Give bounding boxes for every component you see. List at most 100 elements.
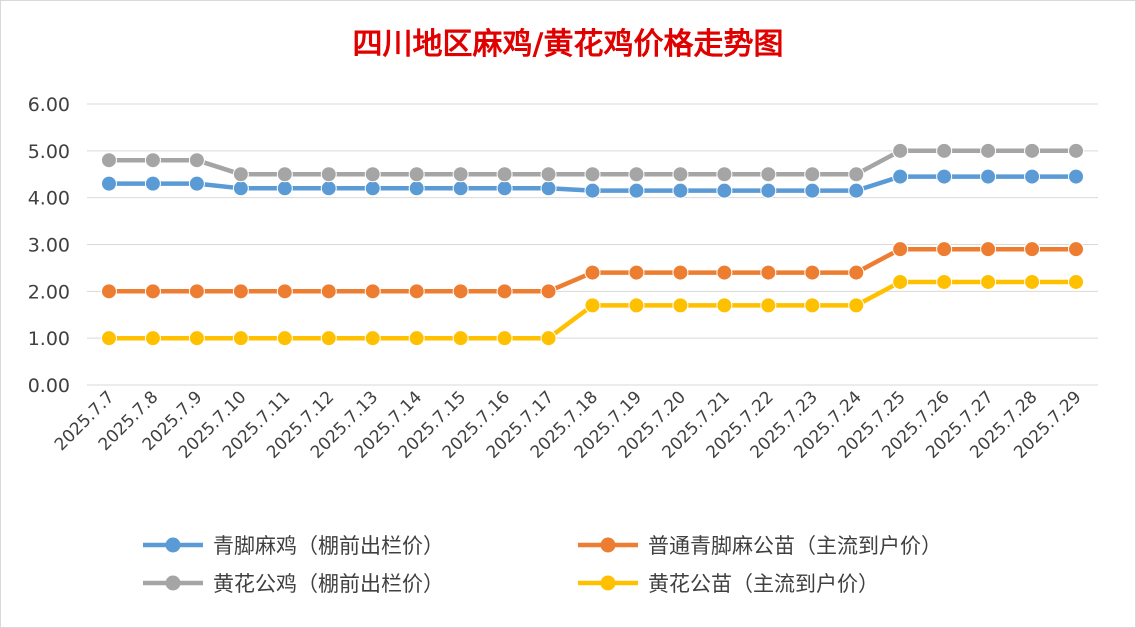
series-2 [100,142,1085,183]
legend-label: 普通青脚麻公苗（主流到户价） [648,534,942,558]
legend-label: 黄花公鸡（棚前出栏价） [213,572,444,596]
data-point [100,330,117,347]
data-point [144,175,161,192]
data-point [452,180,469,197]
y-tick-label: 5.00 [28,141,70,163]
data-point [188,330,205,347]
data-point [1024,273,1041,290]
data-point [892,142,909,159]
data-point [672,166,689,183]
y-axis: 0.00 1.00 2.00 3.00 4.00 5.00 6.00 [28,94,70,397]
data-point [496,283,513,300]
data-point [1068,142,1085,159]
data-point [716,264,733,281]
data-point [232,283,249,300]
data-point [848,264,865,281]
data-point [584,166,601,183]
legend-marker [600,575,616,591]
data-point [804,182,821,199]
data-point [1024,142,1041,159]
data-point [760,182,777,199]
data-point [716,182,733,199]
legend-item: 黄花公苗（主流到户价） [578,572,879,596]
data-point [936,168,953,185]
data-point [320,180,337,197]
data-point [760,166,777,183]
data-point [364,330,381,347]
data-point [1068,168,1085,185]
y-tick-label: 1.00 [28,328,70,350]
data-point [628,297,645,314]
y-tick-label: 3.00 [28,235,70,257]
data-point [540,180,557,197]
data-point [980,142,997,159]
data-point [540,330,557,347]
y-tick-label: 4.00 [28,188,70,210]
data-point [364,166,381,183]
data-point [584,297,601,314]
y-tick-label: 0.00 [28,375,70,397]
data-point [320,166,337,183]
data-point [804,297,821,314]
data-point [144,330,161,347]
data-point [848,166,865,183]
data-point [496,180,513,197]
data-point [936,273,953,290]
data-point [364,283,381,300]
data-point [1024,168,1041,185]
data-point [540,166,557,183]
data-point [716,297,733,314]
data-point [496,330,513,347]
data-point [100,283,117,300]
plot-area [100,142,1085,347]
legend-item: 青脚麻鸡（棚前出栏价） [143,534,444,558]
data-point [584,264,601,281]
data-point [1068,241,1085,258]
legend-label: 黄花公苗（主流到户价） [648,572,879,596]
data-point [276,180,293,197]
data-point [452,283,469,300]
data-point [276,166,293,183]
y-tick-label: 2.00 [28,281,70,303]
data-point [848,297,865,314]
data-point [628,182,645,199]
data-point [716,166,733,183]
data-point [892,168,909,185]
data-point [364,180,381,197]
data-point [760,297,777,314]
data-point [540,283,557,300]
y-tick-label: 6.00 [28,94,70,116]
data-point [892,241,909,258]
legend-marker [165,575,181,591]
data-point [804,166,821,183]
data-point [496,166,513,183]
data-point [144,152,161,169]
data-point [188,175,205,192]
data-point [980,241,997,258]
data-point [408,330,425,347]
data-point [320,283,337,300]
data-point [232,166,249,183]
chart-title: 四川地区麻鸡/黄花鸡价格走势图 [353,27,784,62]
data-point [1068,273,1085,290]
legend-item: 黄花公鸡（棚前出栏价） [143,572,444,596]
data-point [408,180,425,197]
data-point [804,264,821,281]
legend: 青脚麻鸡（棚前出栏价） 普通青脚麻公苗（主流到户价） 黄花公鸡（棚前出栏价） 黄花公苗… [143,534,942,596]
data-point [232,330,249,347]
data-point [936,142,953,159]
data-point [760,264,777,281]
data-point [408,166,425,183]
data-point [672,264,689,281]
data-point [672,297,689,314]
data-point [452,330,469,347]
data-point [276,330,293,347]
data-point [848,182,865,199]
data-point [232,180,249,197]
data-point [144,283,161,300]
series-0 [100,168,1085,199]
legend-item: 普通青脚麻公苗（主流到户价） [578,534,942,558]
